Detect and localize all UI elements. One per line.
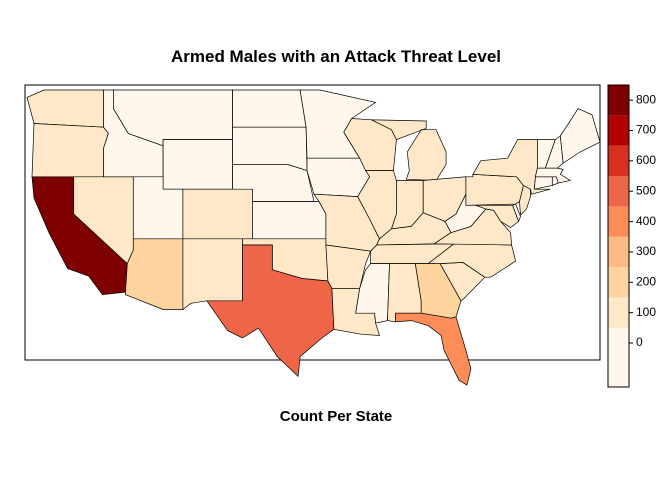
colorbar-frame (607, 84, 630, 388)
state (162, 139, 233, 190)
colorbar-bin (608, 206, 629, 237)
tick-label: 100 (636, 305, 656, 319)
tick-label: 500 (636, 183, 656, 197)
state (544, 135, 564, 169)
state (534, 176, 553, 190)
state (232, 89, 307, 128)
tick-label: 400 (636, 214, 656, 228)
colorbar-bin (608, 236, 629, 268)
state (559, 108, 601, 164)
state (395, 312, 472, 386)
colorbar-bin (608, 85, 629, 116)
state (465, 173, 524, 206)
state (182, 238, 243, 311)
state (306, 157, 371, 197)
tick-label: 300 (636, 244, 656, 258)
colorbar-bin (608, 297, 629, 328)
colorbar: 0 100 200 300 400 500 600 700 800 (607, 84, 656, 388)
tick-label: 800 (636, 92, 656, 106)
colorbar-bin (608, 115, 629, 146)
colorbar-bin (608, 327, 629, 387)
colorbar-bin (608, 145, 629, 177)
tick-label: 200 (636, 274, 656, 288)
colorbar-bin (608, 267, 629, 298)
states (26, 89, 601, 386)
state (252, 201, 327, 240)
tick-label: 0 (636, 335, 643, 349)
chart-title: Armed Males with an Attack Threat Level (171, 47, 501, 66)
state (182, 188, 253, 240)
tick-label: 700 (636, 123, 656, 137)
map-frame (24, 84, 601, 361)
state (26, 89, 104, 128)
colorbar-bin (608, 176, 629, 207)
state (31, 123, 109, 178)
state (206, 244, 335, 378)
state (512, 203, 521, 223)
tick-label: 600 (636, 153, 656, 167)
state (124, 238, 184, 310)
x-label: Count Per State (280, 408, 393, 425)
state (371, 119, 447, 181)
state (534, 167, 572, 184)
